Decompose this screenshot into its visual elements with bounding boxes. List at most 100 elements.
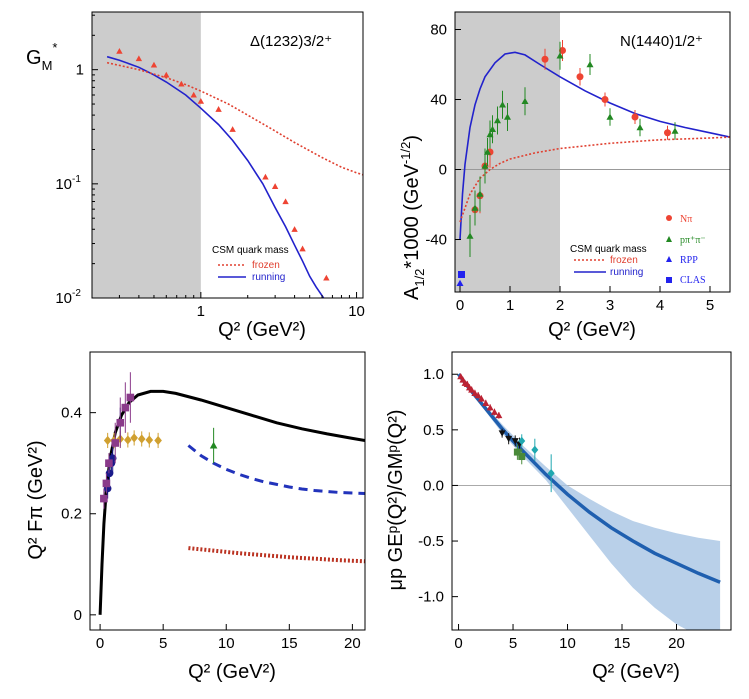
x-tick-label: 3 [606,297,614,314]
y-label-sup: -1/2 [398,142,413,164]
x-tick-label: 1 [197,303,205,320]
x-tick-label: 1 [506,297,514,314]
y-tick-label: -40 [425,232,447,249]
y-tick-label: 0.5 [423,422,444,439]
clipped-marks [456,40,730,287]
y-axis-label: A1/2*1000 (GeV-1/2) [398,135,427,300]
y-tick-label: -1.0 [418,589,444,606]
x-tick-label: 15 [614,635,631,652]
data-point-data [215,106,222,112]
uncertainty-band [458,374,721,630]
data-point-Nπ [631,113,639,121]
data-point-Nπ [664,129,671,137]
data-point-gold [154,435,162,446]
plot-frame [89,351,366,631]
data-point-purple [126,393,135,402]
series-line-dashed [187,444,365,495]
x-axis-label: Q² (GeV²) [188,661,276,683]
y-label-sub: M [42,58,53,73]
clipped-marks [106,48,363,298]
data-point-data [190,91,197,98]
series-line-dotted [188,546,365,564]
x-tick-label: 2 [556,297,564,314]
data-point-purple [111,439,120,447]
data-point-RPP [456,279,464,287]
plot-frame [91,11,364,299]
x-tick-label: 10 [348,303,365,320]
data-point-data [197,97,205,104]
legend-marker-rpp [666,256,672,262]
x-tick-label: 4 [656,297,664,314]
x-tick-label: 10 [559,635,576,652]
data-marks [456,40,730,287]
data-point-data [299,245,306,252]
data-point-teal [547,469,555,478]
data-point-black [511,438,519,445]
data-point-black [505,435,513,443]
x-tick-label: 20 [668,635,685,652]
data-point-purple [100,494,108,503]
data-point-red [486,404,494,411]
y-label-rest: *1000 (GeV [401,163,423,268]
data-point-pπ⁺π⁻ [556,52,564,59]
data-point-pπ⁺π⁻ [606,113,614,120]
data-marks [106,48,363,298]
data-point-Nπ [576,73,584,81]
legend-running: running [252,272,285,283]
data-point-red [495,411,503,419]
y-tick-label: 0 [74,607,82,624]
x-axis-label: Q² (GeV²) [592,661,680,683]
panel-title: Δ(1232)3/2⁺ [250,33,332,50]
legend-ppipi: pπ⁺π⁻ [680,235,706,246]
x-tick-label: 0 [454,635,462,652]
y-tick-label: 80 [430,22,447,39]
data-point-red [471,389,479,396]
legend-clas: CLAS [680,275,706,286]
y-axis-label: μp GEᵖ(Q²)/GMᵖ(Q²) [385,409,407,590]
series-line-frozen [106,61,363,176]
data-point-pπ⁺π⁻ [521,97,529,105]
data-point-purple [105,459,113,467]
x-tick-label: 15 [281,635,298,652]
data-point-pπ⁺π⁻ [471,204,479,211]
panel-pion-ff: 0 5 10 15 20 0 0.2 0.4 Q² (GeV²) Q² Fπ (GeV²) [25,351,366,683]
data-point-pπ⁺π⁻ [636,124,644,131]
data-point-red [491,408,499,415]
data-point-data [135,55,143,62]
clipped-marks [452,372,731,630]
x-tick-label: 0 [96,635,104,652]
legend-npi: Nπ [680,214,692,225]
data-point-pπ⁺π⁻ [481,162,489,169]
y-axis-label: GM * [26,40,57,73]
data-point-red [474,391,482,399]
data-point-red [477,395,485,402]
y-label-main: G [26,47,42,69]
legend-frozen: frozen [252,260,280,271]
data-point-teal [531,445,539,455]
y-tick-label: 0 [439,162,447,179]
y-tick-label: 10 [55,176,72,193]
axis-ticks: 0 5 10 15 20 1.0 0.5 0.0 -0.5 -1.0 [418,366,685,652]
data-point-red [468,386,476,393]
data-point-pπ⁺π⁻ [489,125,496,133]
data-point-data [178,80,185,87]
x-tick-label: 20 [344,635,361,652]
data-point-Nπ [559,47,566,54]
x-tick-label: 10 [218,635,235,652]
x-tick-label: 5 [509,635,517,652]
data-point-green [518,453,526,461]
legend-marker-clas [666,277,672,283]
data-point-gold [137,434,146,444]
data-point-data [271,183,279,189]
y-tick-label: 1 [76,62,84,79]
legend-marker-npi [666,215,672,221]
legend-heading: CSM quark mass [212,245,289,256]
data-point-teal [518,436,526,446]
legend-rpp: RPP [680,255,698,266]
series-line-frozen [459,136,730,223]
data-point-pπ⁺π⁻ [504,113,511,120]
x-tick-label: 5 [706,297,714,314]
shaded-region [92,12,201,298]
